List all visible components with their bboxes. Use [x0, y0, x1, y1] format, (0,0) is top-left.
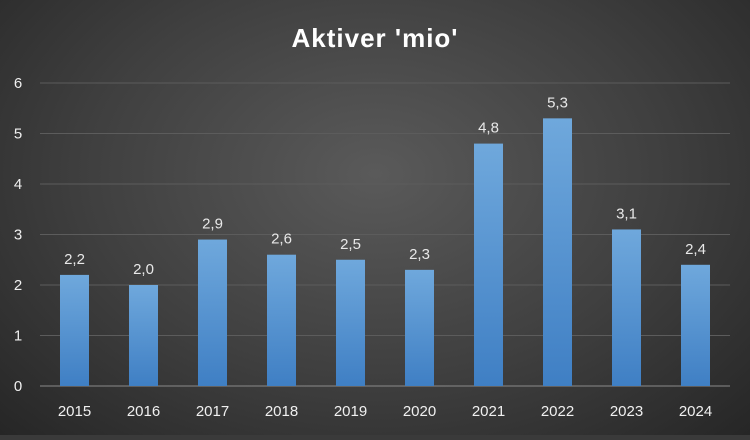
data-label-2016: 2,0 — [133, 261, 154, 278]
data-label-2023: 3,1 — [616, 205, 637, 222]
x-tick-label-2020: 2020 — [403, 403, 436, 420]
x-tick-label-2023: 2023 — [610, 403, 643, 420]
bar-2020 — [405, 269, 434, 386]
y-tick-label: 0 — [14, 378, 22, 395]
chart-title: Aktiver 'mio' — [292, 23, 459, 53]
x-tick-label-2018: 2018 — [265, 403, 298, 420]
bar-2019 — [336, 259, 365, 386]
bar-2017 — [198, 239, 227, 386]
bars — [60, 118, 710, 386]
bar-2015 — [60, 274, 89, 386]
data-label-2015: 2,2 — [64, 251, 85, 268]
y-tick-label: 2 — [14, 277, 22, 294]
y-axis-ticks: 0 1 2 3 4 5 6 — [14, 75, 22, 395]
y-tick-label: 4 — [14, 176, 22, 193]
x-tick-label-2022: 2022 — [541, 403, 574, 420]
x-tick-label-2015: 2015 — [58, 403, 91, 420]
x-tick-label-2017: 2017 — [196, 403, 229, 420]
data-label-2022: 5,3 — [547, 94, 568, 111]
y-tick-label: 5 — [14, 126, 22, 143]
x-tick-label-2024: 2024 — [679, 403, 712, 420]
data-label-2021: 4,8 — [478, 120, 499, 137]
bar-2018 — [267, 254, 296, 386]
y-tick-label: 6 — [14, 75, 22, 92]
x-tick-label-2016: 2016 — [127, 403, 160, 420]
data-label-2024: 2,4 — [685, 241, 706, 258]
bar-2022 — [543, 118, 572, 386]
x-tick-label-2021: 2021 — [472, 403, 505, 420]
bar-2023 — [612, 229, 641, 386]
x-axis-ticks: 2015 2016 2017 2018 2019 2020 2021 2022 2023 2024 — [58, 403, 712, 420]
data-label-2018: 2,6 — [271, 231, 292, 248]
data-label-2019: 2,5 — [340, 236, 361, 253]
data-label-2020: 2,3 — [409, 246, 430, 263]
bar-2024 — [681, 264, 710, 386]
bar-2021 — [474, 143, 503, 386]
y-tick-label: 1 — [14, 328, 22, 345]
bar-2016 — [129, 285, 158, 386]
data-label-2017: 2,9 — [202, 216, 223, 233]
data-labels: 2,2 2,0 2,9 2,6 2,5 2,3 4,8 5,3 3,1 2,4 — [64, 94, 706, 278]
x-tick-label-2019: 2019 — [334, 403, 367, 420]
y-tick-label: 3 — [14, 227, 22, 244]
